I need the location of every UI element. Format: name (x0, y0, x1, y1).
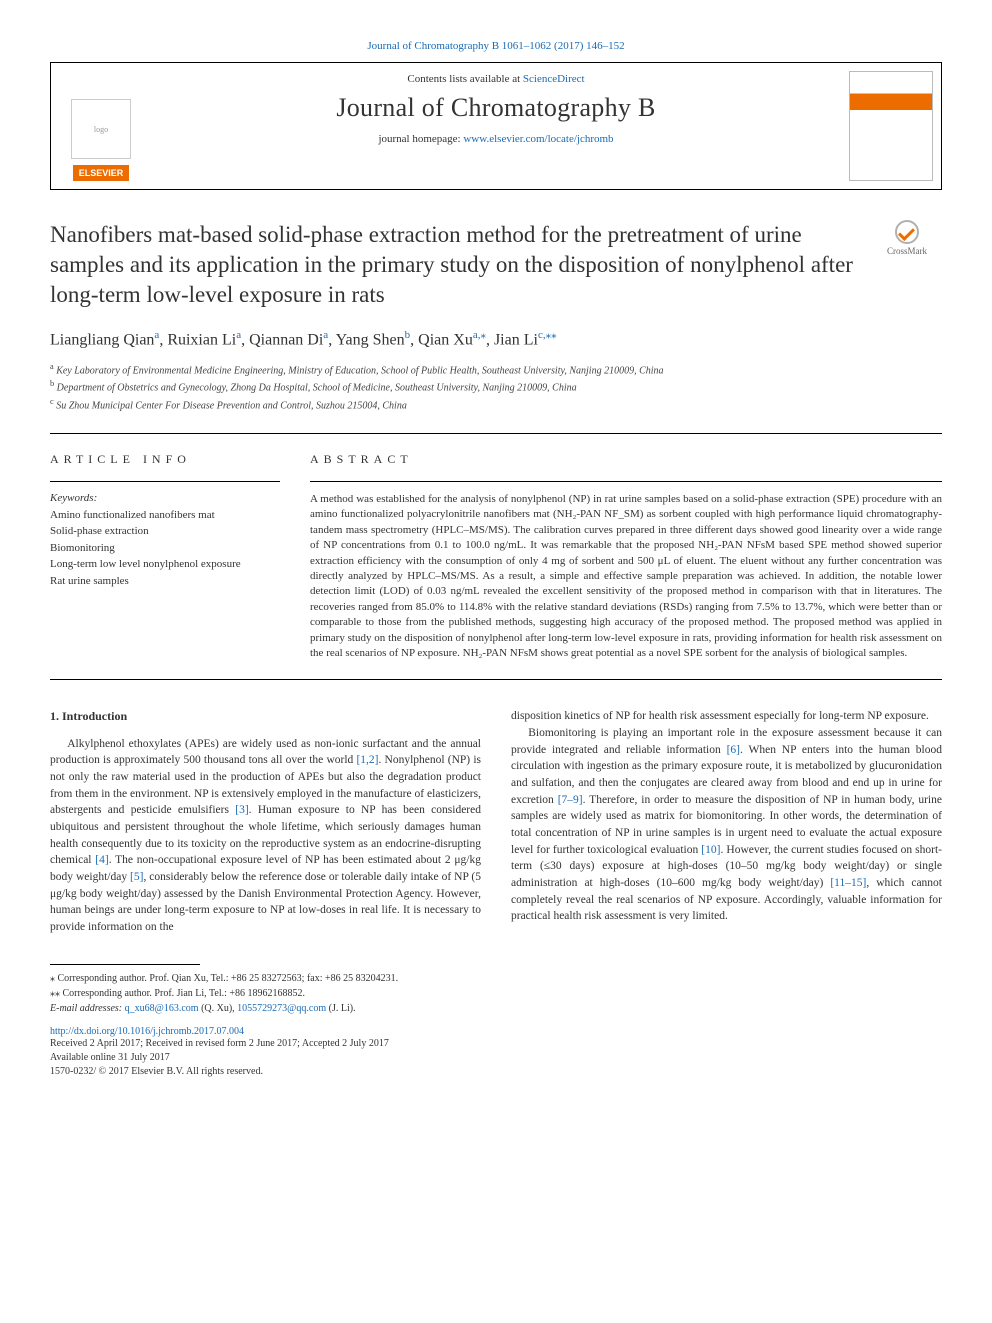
author: Ruixian Li (167, 331, 236, 348)
author: Jian Li (494, 331, 538, 348)
article-info-col: ARTICLE INFO Keywords: Amino functionali… (50, 452, 280, 661)
doi-link[interactable]: http://dx.doi.org/10.1016/j.jchromb.2017… (50, 1026, 244, 1037)
email-link[interactable]: q_xu68@163.com (125, 1003, 199, 1014)
email-line: E-mail addresses: q_xu68@163.com (Q. Xu)… (50, 1001, 942, 1016)
abstract-text: A method was established for the analysi… (310, 492, 942, 661)
author-aff-link[interactable]: a (323, 329, 328, 341)
divider (310, 481, 942, 482)
keyword: Amino functionalized nanofibers mat (50, 507, 280, 524)
abstract-col: ABSTRACT A method was established for th… (310, 452, 942, 661)
contents-prefix: Contents lists available at (407, 73, 522, 85)
ref-link[interactable]: [11–15] (830, 877, 866, 889)
author-aff-link[interactable]: a,⁎ (473, 329, 486, 341)
elsevier-wordmark: ELSEVIER (73, 165, 130, 181)
sciencedirect-link[interactable]: ScienceDirect (523, 73, 585, 85)
body-col-right: disposition kinetics of NP for health ri… (511, 708, 942, 935)
author: Qiannan Di (249, 331, 323, 348)
body-paragraph: Alkylphenol ethoxylates (APEs) are widel… (50, 736, 481, 936)
author-aff-link[interactable]: a (236, 329, 241, 341)
homepage-link[interactable]: www.elsevier.com/locate/jchromb (463, 133, 613, 145)
copyright-line: 1570-0232/ © 2017 Elsevier B.V. All righ… (50, 1065, 942, 1079)
cover-thumbnail-icon (849, 71, 933, 181)
journal-ref-line: Journal of Chromatography B 1061–1062 (2… (50, 40, 942, 52)
divider (50, 433, 942, 434)
keyword: Rat urine samples (50, 573, 280, 590)
homepage-prefix: journal homepage: (378, 133, 463, 145)
contents-line: Contents lists available at ScienceDirec… (151, 73, 841, 85)
header-center: Contents lists available at ScienceDirec… (151, 63, 841, 189)
section-heading: 1. Introduction (50, 708, 481, 725)
author: Yang Shen (336, 331, 405, 348)
journal-header: logo ELSEVIER Contents lists available a… (50, 62, 942, 190)
divider (50, 679, 942, 680)
corresponding-note: ⁎ Corresponding author. Prof. Qian Xu, T… (50, 971, 942, 986)
author-aff-link[interactable]: b (405, 329, 411, 341)
publisher-logo-block: logo ELSEVIER (51, 63, 151, 189)
journal-cover (841, 63, 941, 189)
author-aff-link[interactable]: a (154, 329, 159, 341)
body-paragraph: disposition kinetics of NP for health ri… (511, 708, 942, 725)
keyword: Solid-phase extraction (50, 523, 280, 540)
elsevier-tree-icon: logo (71, 99, 131, 159)
author: Liangliang Qian (50, 331, 154, 348)
info-abstract-row: ARTICLE INFO Keywords: Amino functionali… (50, 452, 942, 661)
footnote-separator (50, 964, 200, 965)
ref-link[interactable]: [4] (95, 854, 108, 866)
email-link[interactable]: 1055729273@qq.com (237, 1003, 326, 1014)
journal-title: Journal of Chromatography B (151, 93, 841, 123)
affiliation: b Department of Obstetrics and Gynecolog… (50, 378, 942, 395)
ref-link[interactable]: [10] (701, 844, 720, 856)
affiliation-list: a Key Laboratory of Environmental Medici… (50, 361, 942, 413)
ref-link[interactable]: [1,2] (356, 754, 378, 766)
footnotes: ⁎ Corresponding author. Prof. Qian Xu, T… (50, 971, 942, 1016)
abstract-heading: ABSTRACT (310, 452, 942, 467)
body-paragraph: Biomonitoring is playing an important ro… (511, 725, 942, 925)
online-line: Available online 31 July 2017 (50, 1051, 942, 1065)
body-columns: 1. Introduction Alkylphenol ethoxylates … (50, 708, 942, 935)
keyword: Long-term low level nonylphenol exposure (50, 556, 280, 573)
corresponding-note: ⁎⁎ Corresponding author. Prof. Jian Li, … (50, 986, 942, 1001)
ref-link[interactable]: [6] (727, 744, 740, 756)
received-line: Received 2 April 2017; Received in revis… (50, 1037, 942, 1051)
body-col-left: 1. Introduction Alkylphenol ethoxylates … (50, 708, 481, 935)
journal-homepage-line: journal homepage: www.elsevier.com/locat… (151, 133, 841, 145)
keywords-label: Keywords: (50, 492, 280, 504)
keyword: Biomonitoring (50, 540, 280, 557)
crossmark-label: CrossMark (887, 246, 927, 256)
article-info-heading: ARTICLE INFO (50, 452, 280, 467)
article-meta: Received 2 April 2017; Received in revis… (50, 1037, 942, 1079)
author-list: Liangliang Qiana, Ruixian Lia, Qiannan D… (50, 328, 942, 349)
article-title: Nanofibers mat-based solid-phase extract… (50, 220, 942, 310)
divider (50, 481, 280, 482)
doi-line: http://dx.doi.org/10.1016/j.jchromb.2017… (50, 1026, 942, 1037)
author: Qian Xu (418, 331, 473, 348)
affiliation: c Su Zhou Municipal Center For Disease P… (50, 396, 942, 413)
ref-link[interactable]: [5] (130, 871, 143, 883)
author-aff-link[interactable]: c,⁎⁎ (538, 329, 557, 341)
crossmark-badge[interactable]: CrossMark (872, 220, 942, 256)
journal-ref-link[interactable]: Journal of Chromatography B 1061–1062 (2… (367, 40, 624, 52)
ref-link[interactable]: [3] (235, 804, 248, 816)
crossmark-icon (895, 220, 919, 244)
ref-link[interactable]: [7–9] (558, 794, 583, 806)
affiliation: a Key Laboratory of Environmental Medici… (50, 361, 942, 378)
